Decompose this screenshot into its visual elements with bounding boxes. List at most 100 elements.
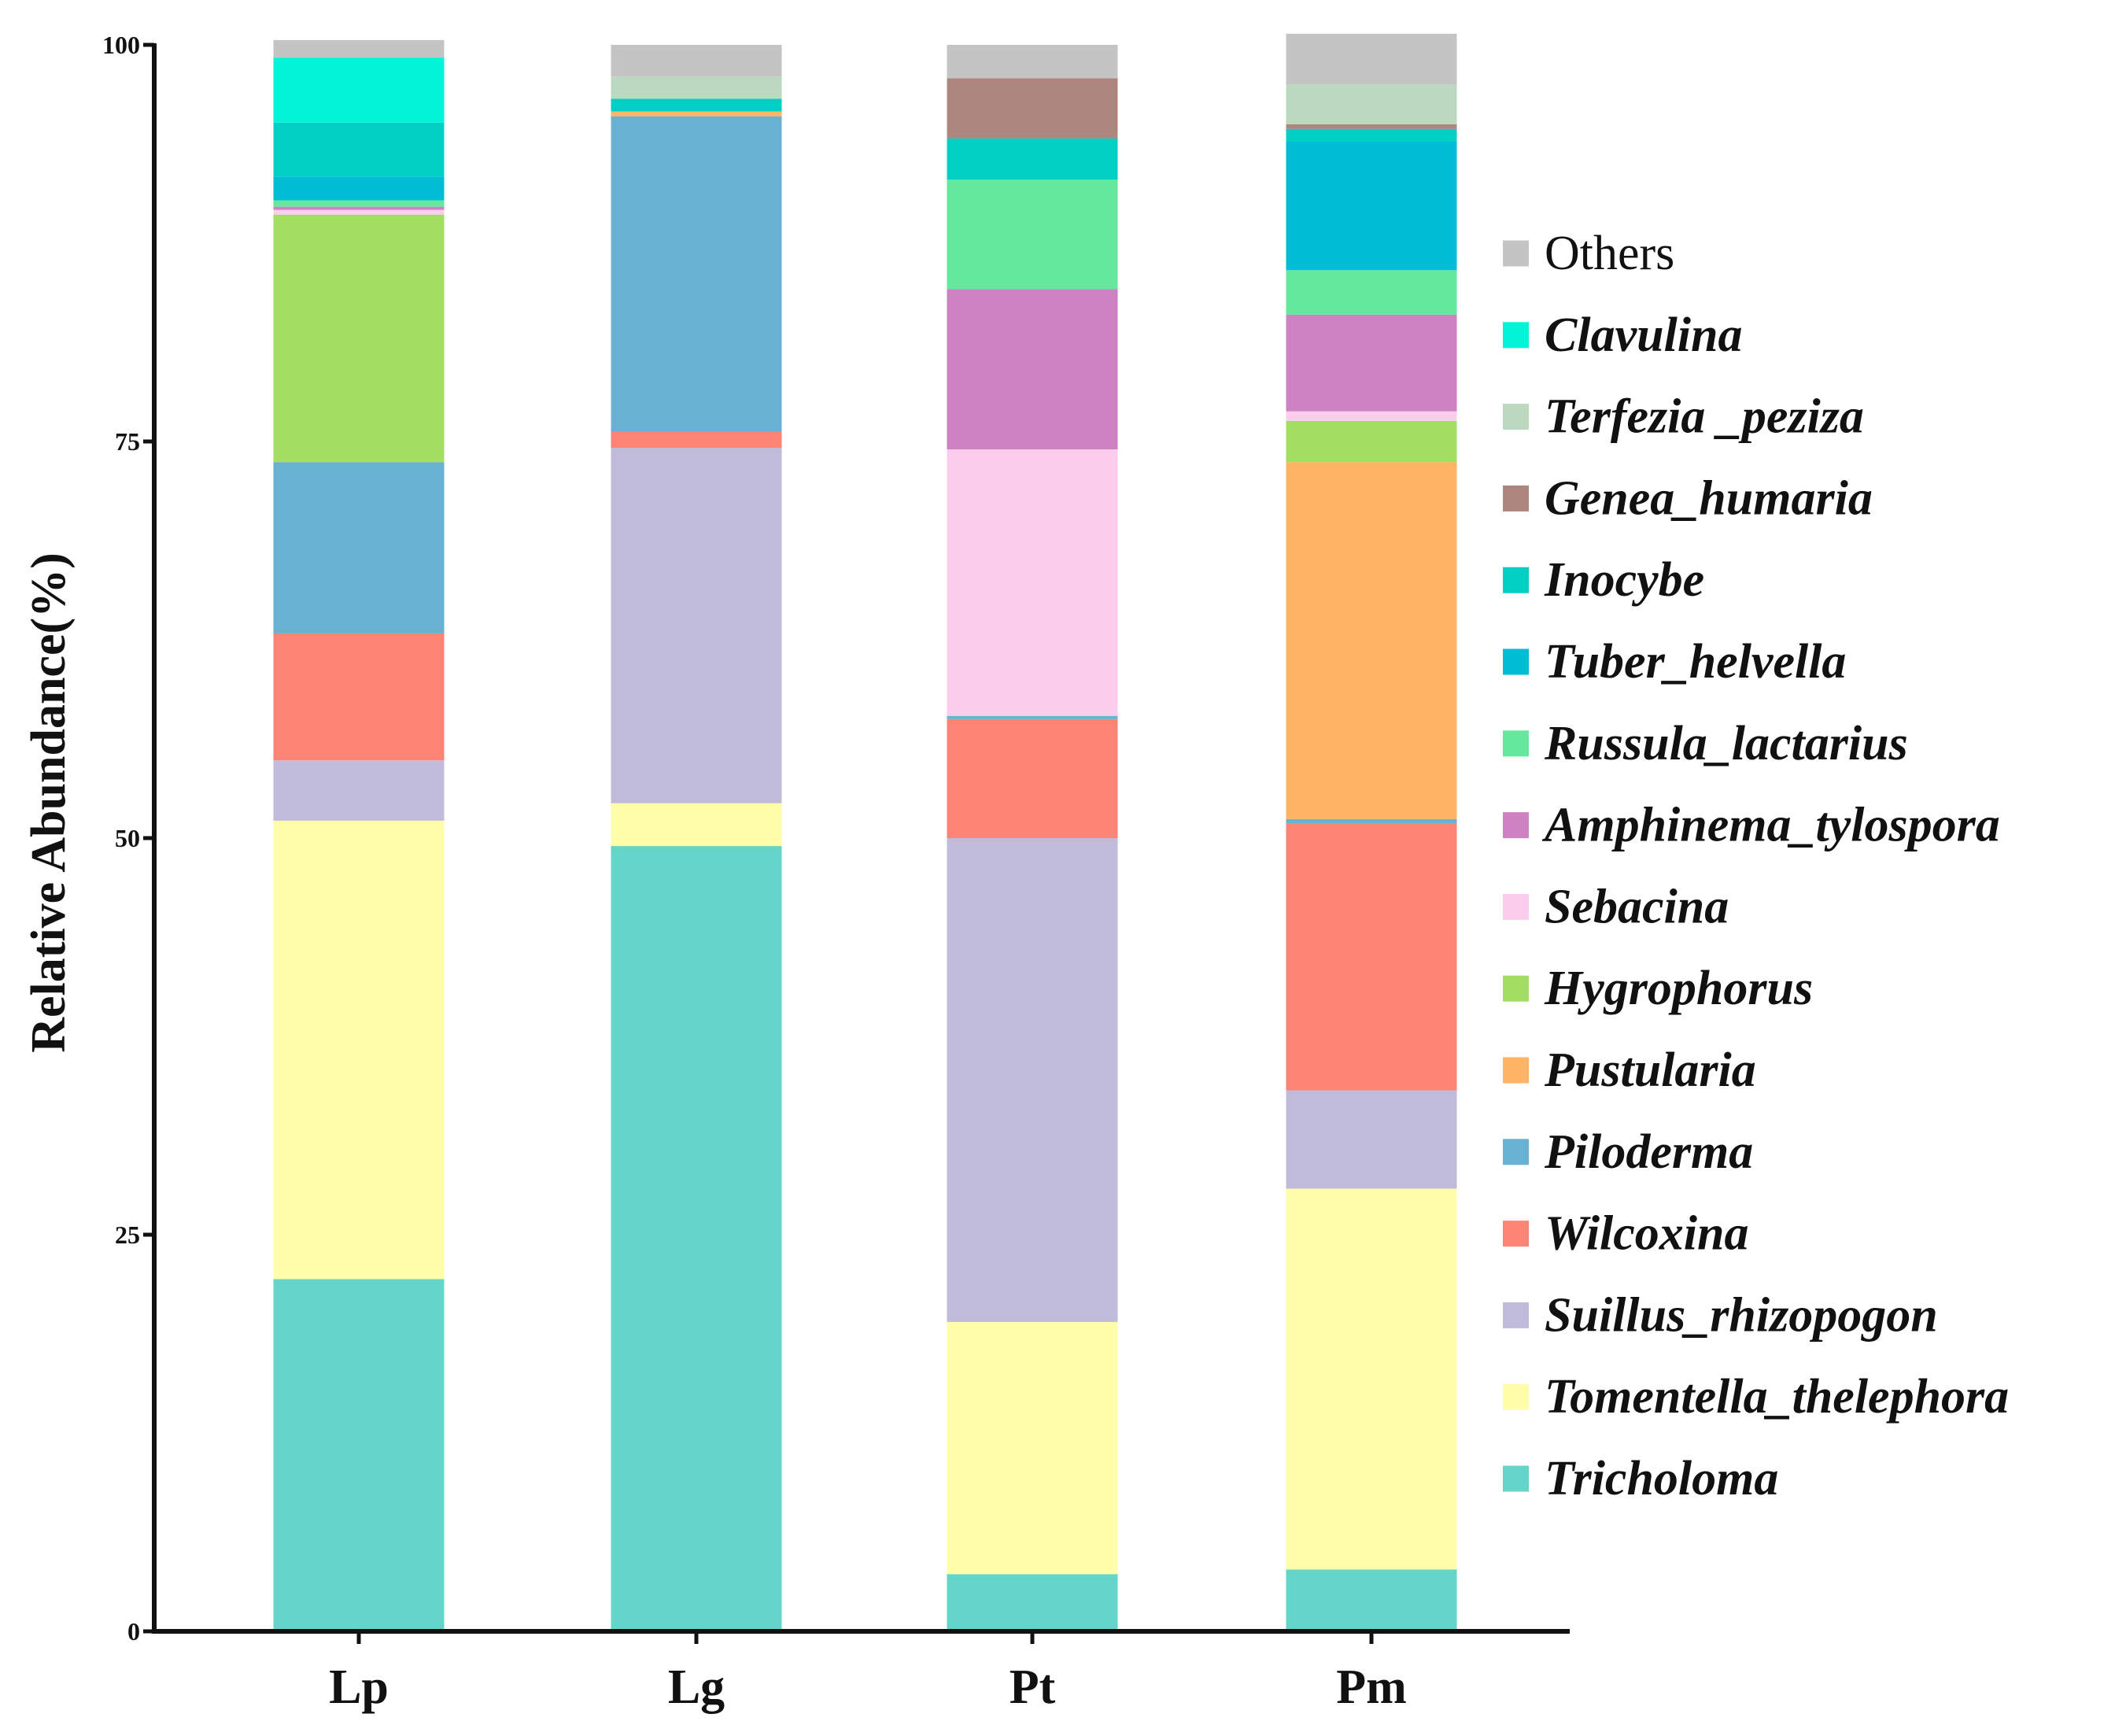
legend-item-pustularia: Pustularia (1503, 1043, 1756, 1097)
bar-stack-lp (273, 39, 445, 1631)
x-tick-label-lp: Lp (329, 1660, 389, 1714)
legend-label-russula-lactarius: Russula_lactarius (1544, 717, 1908, 770)
bar-segment-lg-piloderma (611, 116, 782, 432)
bar-segment-lp-suillus-rhizopogon (273, 760, 445, 821)
bar-segment-lp-wilcoxina (273, 633, 445, 761)
bar-segment-pm-russula-lactarius (1286, 270, 1457, 315)
bar-segment-lg-suillus-rhizopogon (611, 448, 782, 803)
legend-label-hygrophorus: Hygrophorus (1544, 962, 1813, 1015)
bar-segment-pt-inocybe (947, 138, 1118, 180)
x-tick-label-lg: Lg (668, 1660, 725, 1714)
bar-segment-lg-tricholoma (611, 846, 782, 1631)
bar-segment-pm-tricholoma (1286, 1569, 1457, 1631)
bar-segment-lg-wilcoxina (611, 431, 782, 449)
legend-label-others: Others (1545, 227, 1674, 280)
legend-label-sebacina: Sebacina (1545, 880, 1729, 933)
bar-segment-lp-russula-lactarius (273, 200, 445, 207)
legend-item-tuber-helvella: Tuber_helvella (1503, 635, 1846, 689)
bar-segment-lp-tricholoma (273, 1279, 445, 1631)
legend-swatch-terfezia-peziza (1503, 404, 1529, 430)
bar-segment-pt-tricholoma (947, 1574, 1118, 1631)
legend-label-genea-humaria: Genea_humaria (1545, 471, 1873, 525)
x-tick-label-pt: Pt (1010, 1660, 1056, 1714)
bar-segment-lp-amphinema-tylospora (273, 206, 445, 210)
bar-segment-pm-sebacina (1286, 411, 1457, 421)
bar-segment-pt-amphinema-tylospora (947, 289, 1118, 450)
legend-swatch-sebacina (1503, 893, 1529, 920)
legend-label-clavulina: Clavulina (1545, 308, 1743, 362)
bar-segment-lp-inocybe (273, 122, 445, 177)
legend-swatch-tomentella-thelephora (1503, 1383, 1529, 1410)
legend-item-terfezia-peziza: Terfezia _peziza (1503, 390, 1864, 444)
bar-segment-lg-terfezia-peziza (611, 76, 782, 99)
bar-segment-lp-sebacina (273, 209, 445, 215)
legend-swatch-pustularia (1503, 1057, 1529, 1084)
bar-segment-pt-others (947, 45, 1118, 79)
legend-label-pustularia: Pustularia (1544, 1043, 1756, 1097)
y-tick-label-50: 50 (115, 824, 140, 852)
bar-segment-pm-terfezia-peziza (1286, 84, 1457, 124)
legend-swatch-russula-lactarius (1503, 730, 1529, 757)
legend-item-piloderma: Piloderma (1503, 1125, 1753, 1179)
legend-swatch-hygrophorus (1503, 975, 1529, 1002)
legend: Others Clavulina Terfezia _peziza Genea_hum… (1503, 227, 2009, 1505)
bar-segment-pt-tomentella-thelephora (947, 1321, 1118, 1575)
bar-segment-lp-piloderma (273, 462, 445, 633)
legend-swatch-amphinema-tylospora (1503, 812, 1529, 839)
legend-item-russula-lactarius: Russula_lactarius (1503, 717, 1908, 770)
legend-item-hygrophorus: Hygrophorus (1503, 962, 1813, 1015)
bar-segment-pm-amphinema-tylospora (1286, 314, 1457, 412)
x-tick-label-pm: Pm (1336, 1660, 1407, 1714)
legend-item-amphinema-tylospora: Amphinema_tylospora (1503, 799, 2000, 852)
legend-label-inocybe: Inocybe (1544, 553, 1704, 607)
bar-segment-lg-tomentella-thelephora (611, 803, 782, 847)
legend-label-amphinema-tylospora: Amphinema_tylospora (1541, 799, 2000, 852)
y-tick-label-25: 25 (115, 1221, 140, 1249)
bars-layer (273, 33, 1457, 1631)
legend-swatch-tricholoma (1503, 1465, 1529, 1492)
bar-segment-lp-clavulina (273, 57, 445, 123)
bar-segment-pm-tomentella-thelephora (1286, 1188, 1457, 1570)
bar-segment-pt-russula-lactarius (947, 179, 1118, 290)
legend-swatch-tuber-helvella (1503, 648, 1529, 675)
y-tick-label-100: 100 (102, 31, 140, 59)
legend-swatch-piloderma (1503, 1139, 1529, 1165)
legend-label-wilcoxina: Wilcoxina (1545, 1207, 1749, 1261)
bar-segment-pm-wilcoxina (1286, 823, 1457, 1091)
bar-segment-pm-piloderma (1286, 818, 1457, 824)
legend-label-tuber-helvella: Tuber_helvella (1545, 635, 1846, 689)
bar-segment-lp-tomentella-thelephora (273, 820, 445, 1280)
bar-stack-lg (611, 45, 782, 1631)
bar-segment-pm-hygrophorus (1286, 420, 1457, 463)
bar-segment-pm-genea-humaria (1286, 124, 1457, 129)
bar-segment-lg-pustularia (611, 111, 782, 116)
bar-segment-pm-inocybe (1286, 128, 1457, 142)
bar-segment-lp-tuber-helvella (273, 176, 445, 201)
bar-stack-pt (947, 45, 1118, 1631)
y-axis-title: Relative Abundance(%) (22, 552, 76, 1053)
legend-swatch-others (1503, 240, 1529, 267)
bar-segment-pm-pustularia (1286, 462, 1457, 819)
y-tick-label-75: 75 (115, 427, 140, 456)
bar-segment-pt-piloderma (947, 715, 1118, 719)
legend-label-terfezia-peziza: Terfezia _peziza (1545, 390, 1864, 444)
legend-label-suillus-rhizopogon: Suillus_rhizopogon (1545, 1288, 1938, 1342)
legend-label-piloderma: Piloderma (1544, 1125, 1753, 1179)
legend-item-inocybe: Inocybe (1503, 553, 1704, 607)
legend-label-tomentella-thelephora: Tomentella_thelephora (1545, 1370, 2009, 1424)
legend-item-genea-humaria: Genea_humaria (1503, 471, 1873, 525)
bar-segment-lg-others (611, 45, 782, 77)
legend-swatch-wilcoxina (1503, 1221, 1529, 1247)
bar-segment-lp-others (273, 39, 445, 58)
bar-stack-pm (1286, 33, 1457, 1631)
bar-segment-lg-inocybe (611, 98, 782, 112)
legend-swatch-suillus-rhizopogon (1503, 1302, 1529, 1328)
bar-segment-pm-others (1286, 33, 1457, 85)
bar-segment-pt-genea-humaria (947, 78, 1118, 139)
legend-item-clavulina: Clavulina (1503, 308, 1743, 362)
axes-layer: 0 25 50 75 100 Lp Lg Pt Pm (102, 31, 1570, 1714)
bar-segment-pm-tuber-helvella (1286, 141, 1457, 271)
legend-swatch-clavulina (1503, 322, 1529, 349)
legend-item-wilcoxina: Wilcoxina (1503, 1207, 1749, 1261)
